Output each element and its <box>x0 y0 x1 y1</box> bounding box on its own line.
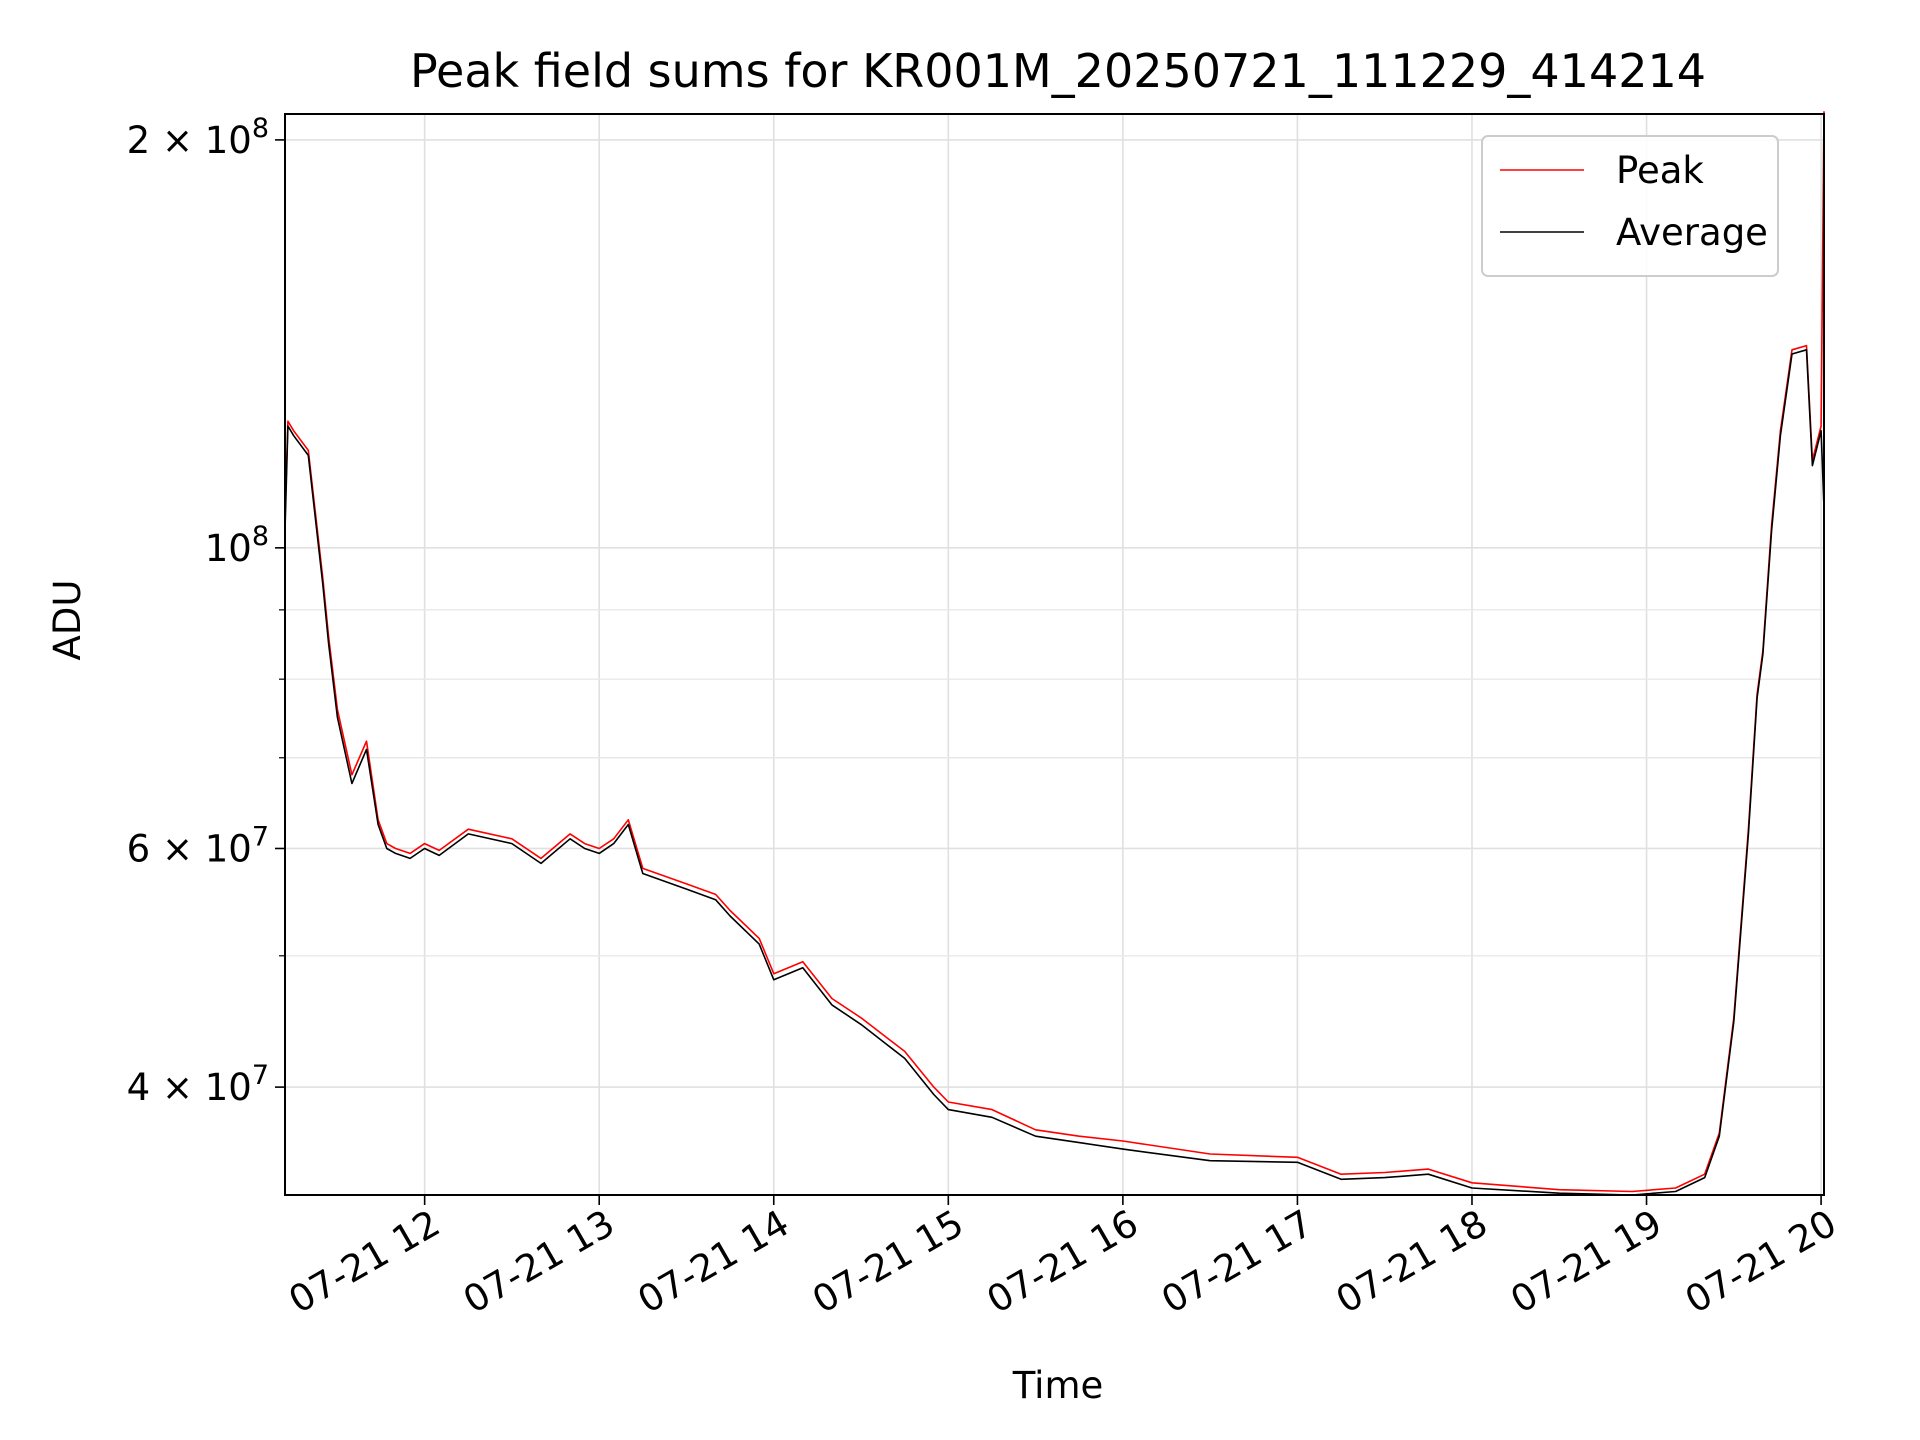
legend-box <box>1481 135 1779 277</box>
y-tick-label: 4 × 107 <box>127 1060 269 1109</box>
series-line-average <box>284 348 1825 1196</box>
y-tick-label: 2 × 108 <box>127 113 269 162</box>
legend-label-average: Average <box>1616 211 1768 254</box>
gridlines <box>285 114 1824 1195</box>
chart-title: Peak field sums for KR001M_20250721_1112… <box>410 44 1706 98</box>
legend-label-peak: Peak <box>1616 149 1704 192</box>
series-lines <box>284 111 1825 1196</box>
y-tick-label: 6 × 107 <box>127 821 269 870</box>
plot-frame <box>284 113 1825 1196</box>
y-axis-label: ADU <box>46 580 89 661</box>
x-axis-label: Time <box>1012 1364 1104 1407</box>
legend: Peak Average <box>1481 135 1779 277</box>
